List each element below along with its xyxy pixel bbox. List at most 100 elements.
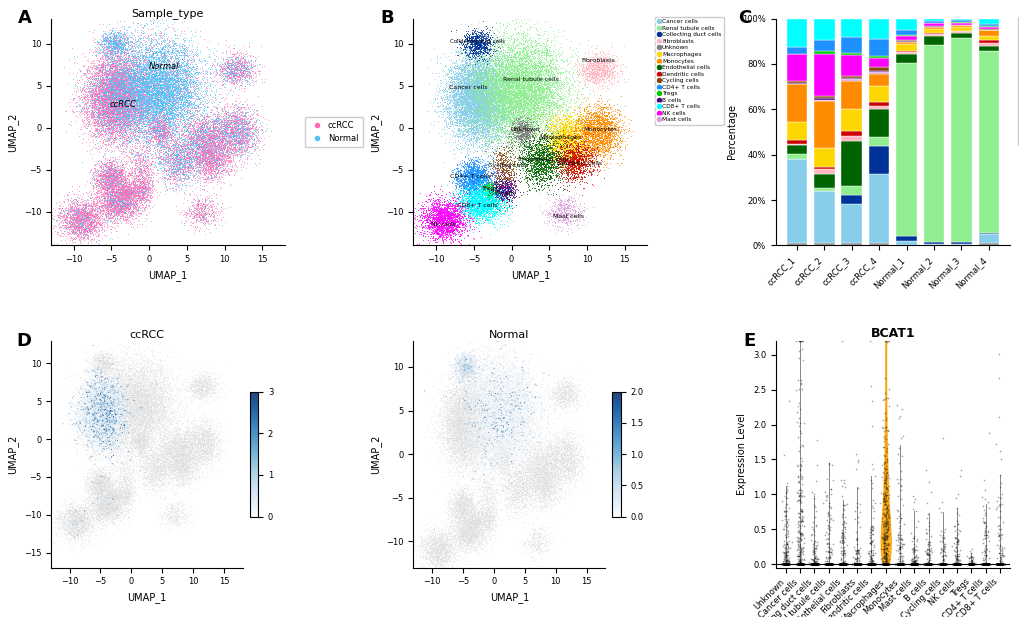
- Point: [483, 506, 499, 516]
- Point: [91, 415, 107, 424]
- Point: [78, 440, 95, 450]
- Point: [507, 76, 524, 86]
- Point: [433, 524, 449, 534]
- Point: [444, 408, 461, 418]
- Point: [480, 376, 496, 386]
- Point: [421, 227, 437, 237]
- Point: [593, 140, 609, 150]
- Point: [449, 491, 466, 500]
- Point: [514, 104, 530, 114]
- Point: [451, 524, 468, 534]
- Point: [471, 99, 487, 109]
- Point: [97, 400, 113, 410]
- Point: [94, 402, 110, 412]
- Point: [99, 179, 115, 189]
- Point: [96, 117, 112, 127]
- Point: [560, 478, 577, 487]
- Point: [525, 141, 541, 151]
- Point: [120, 60, 137, 70]
- Point: [496, 374, 513, 384]
- Point: [511, 60, 527, 70]
- Point: [459, 66, 475, 76]
- Point: [110, 71, 126, 81]
- Point: [463, 86, 479, 96]
- Point: [504, 96, 521, 106]
- Point: [126, 86, 143, 96]
- Point: [92, 98, 108, 108]
- Point: [516, 97, 532, 107]
- Point: [164, 93, 180, 102]
- Point: [97, 489, 113, 499]
- Point: [226, 136, 243, 146]
- Point: [164, 452, 180, 462]
- Point: [472, 184, 488, 194]
- Point: [127, 429, 144, 439]
- Point: [833, 559, 849, 569]
- Point: [211, 149, 227, 159]
- Point: [114, 410, 130, 420]
- Point: [77, 399, 94, 409]
- Point: [158, 82, 174, 92]
- Point: [466, 400, 482, 410]
- Point: [475, 173, 491, 183]
- Point: [553, 387, 570, 397]
- Point: [124, 408, 141, 418]
- Point: [483, 117, 499, 127]
- Point: [497, 448, 514, 458]
- Point: [81, 380, 97, 390]
- Point: [89, 120, 105, 130]
- Point: [77, 387, 94, 397]
- Point: [482, 424, 498, 434]
- Point: [116, 70, 132, 80]
- Point: [152, 460, 168, 470]
- Point: [466, 394, 482, 404]
- Point: [90, 217, 106, 227]
- Point: [180, 445, 197, 455]
- Point: [459, 363, 475, 373]
- Point: [138, 395, 154, 405]
- Point: [560, 137, 577, 147]
- Point: [158, 103, 174, 113]
- Point: [514, 429, 530, 439]
- Point: [74, 516, 91, 526]
- Point: [90, 105, 106, 115]
- Point: [98, 414, 114, 424]
- Point: [230, 115, 247, 125]
- Point: [83, 413, 99, 423]
- Point: [459, 528, 475, 537]
- Point: [464, 528, 480, 537]
- Point: [533, 60, 549, 70]
- Point: [537, 450, 553, 460]
- Point: [471, 449, 487, 459]
- Point: [163, 131, 179, 141]
- Point: [160, 506, 176, 516]
- Point: [459, 185, 475, 195]
- Point: [93, 406, 109, 416]
- Point: [97, 124, 113, 134]
- Point: [464, 434, 480, 444]
- Point: [106, 169, 122, 179]
- Point: [111, 411, 127, 421]
- Point: [138, 446, 154, 456]
- Point: [88, 415, 104, 425]
- Point: [446, 460, 463, 470]
- Point: [439, 207, 455, 217]
- Point: [514, 56, 530, 65]
- Point: [820, 552, 837, 562]
- Point: [182, 418, 199, 428]
- Point: [536, 154, 552, 164]
- Point: [94, 410, 110, 420]
- Point: [121, 54, 138, 64]
- Point: [116, 409, 132, 419]
- Point: [552, 195, 569, 205]
- Point: [458, 407, 474, 417]
- Point: [977, 559, 994, 569]
- Point: [457, 64, 473, 74]
- Point: [112, 90, 128, 100]
- Point: [197, 220, 213, 230]
- Point: [156, 84, 172, 94]
- Point: [160, 98, 176, 108]
- Point: [932, 559, 949, 569]
- Point: [205, 167, 221, 176]
- Point: [820, 559, 837, 569]
